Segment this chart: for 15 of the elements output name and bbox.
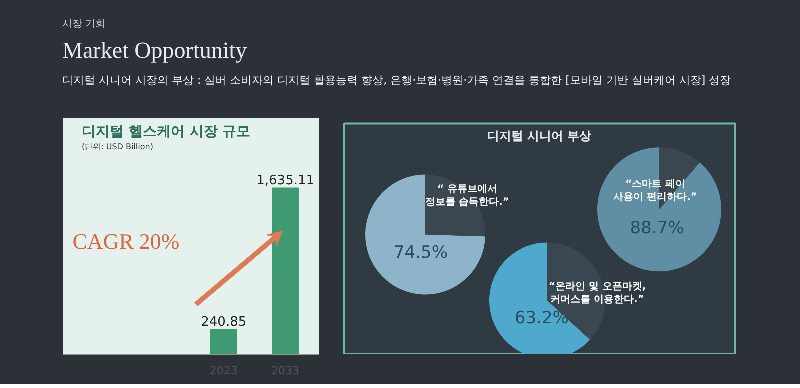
chart-title: 디지털 헬스케어 시장 규모 — [82, 124, 251, 140]
data-label: 63.2% — [514, 308, 569, 328]
text: 시장 기회 — [62, 19, 106, 30]
text: 디지털 시니어 시장의 부상 : 실버 소비자의 디지털 활용능력 향상, 은행·보험·병원·가족 연결을 통합한 [모바일 기반 실버케어 시장] 성장 — [62, 74, 732, 87]
data-label: 1,635.11 — [256, 173, 315, 188]
text: “온라인 및 오픈마켓, 커머스를 이용한다.” — [548, 281, 646, 306]
text: “ 유튜브에서 정보를 습득한다.” — [426, 184, 510, 208]
data-label: 240.85 — [201, 315, 247, 330]
text: 디지털 시니어 부상 — [487, 128, 592, 143]
data-label: 74.5% — [394, 242, 448, 263]
data-label: 88.7% — [630, 218, 684, 238]
text: “스마트 페이 사용이 편리하다.” — [614, 178, 698, 203]
text: (단위: USD Billion) — [82, 142, 154, 152]
text: CAGR 20% — [72, 228, 180, 254]
text: Market Opportunity — [62, 38, 248, 63]
